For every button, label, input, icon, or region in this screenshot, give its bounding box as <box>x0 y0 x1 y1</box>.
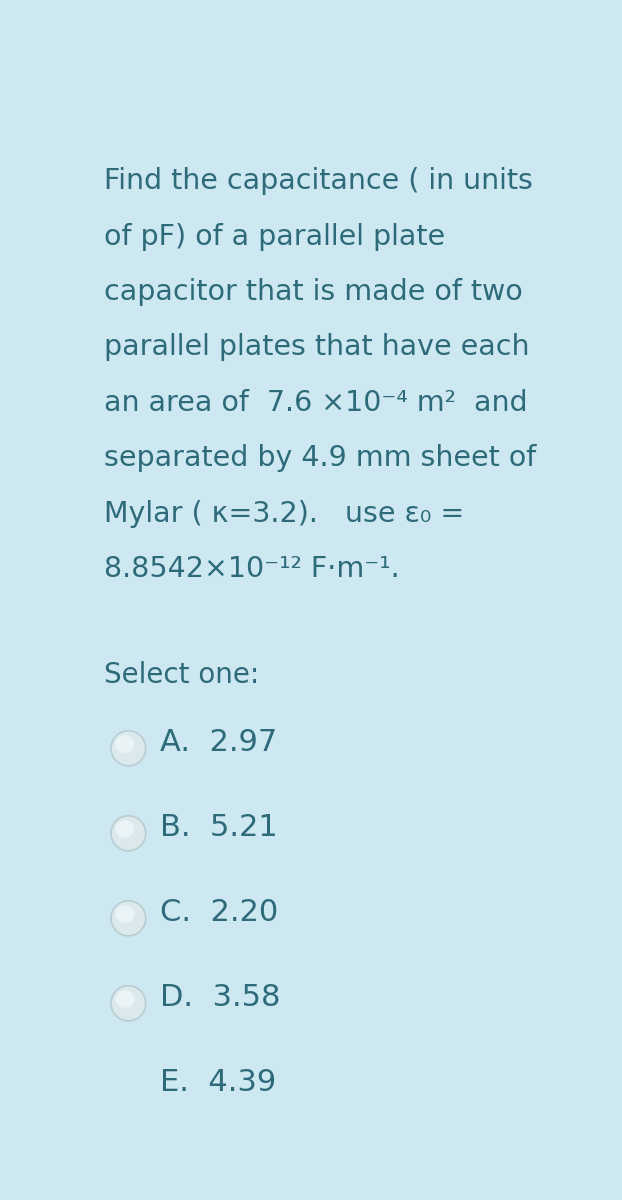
Text: D.  3.58: D. 3.58 <box>160 983 280 1012</box>
Text: separated by 4.9 mm sheet of: separated by 4.9 mm sheet of <box>104 444 537 473</box>
Text: parallel plates that have each: parallel plates that have each <box>104 334 530 361</box>
Text: of pF) of a parallel plate: of pF) of a parallel plate <box>104 222 445 251</box>
Ellipse shape <box>115 736 134 752</box>
Text: B.  5.21: B. 5.21 <box>160 812 277 842</box>
Ellipse shape <box>111 985 146 1021</box>
Text: Find the capacitance ( in units: Find the capacitance ( in units <box>104 167 533 196</box>
Text: capacitor that is made of two: capacitor that is made of two <box>104 278 523 306</box>
Ellipse shape <box>115 905 134 923</box>
Ellipse shape <box>111 816 146 851</box>
Text: E.  4.39: E. 4.39 <box>160 1068 276 1097</box>
Text: A.  2.97: A. 2.97 <box>160 728 277 757</box>
Ellipse shape <box>111 1070 146 1106</box>
Ellipse shape <box>111 901 146 936</box>
Text: Mylar ( κ=3.2).   use ε₀ =: Mylar ( κ=3.2). use ε₀ = <box>104 499 465 528</box>
Text: C.  2.20: C. 2.20 <box>160 898 278 926</box>
Ellipse shape <box>115 1075 134 1093</box>
Text: an area of  7.6 ×10⁻⁴ m²  and: an area of 7.6 ×10⁻⁴ m² and <box>104 389 528 416</box>
Text: 8.8542×10⁻¹² F·m⁻¹.: 8.8542×10⁻¹² F·m⁻¹. <box>104 556 400 583</box>
Ellipse shape <box>115 821 134 838</box>
Text: Select one:: Select one: <box>104 661 259 690</box>
Ellipse shape <box>115 990 134 1008</box>
Ellipse shape <box>111 731 146 766</box>
